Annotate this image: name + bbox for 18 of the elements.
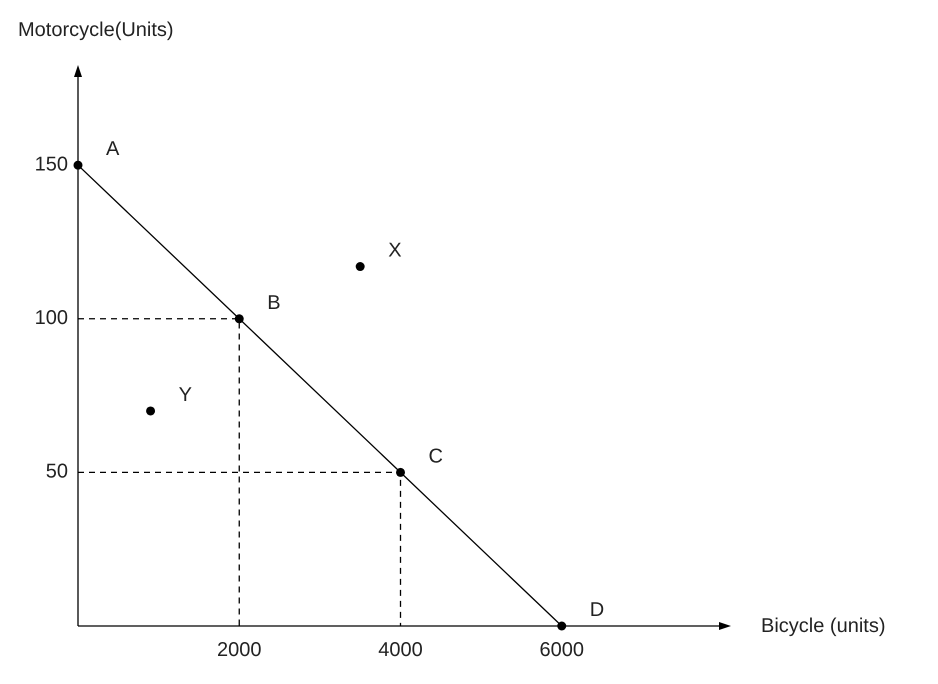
point (74, 160, 82, 170)
x-axis-title: Bicycle (units) (761, 615, 886, 637)
annotation: Y (178, 384, 192, 406)
y-tick-label: 100 (34, 307, 68, 330)
point (146, 406, 156, 416)
x-tick-label: 4000 (378, 639, 423, 661)
x-tick-label: 2000 (217, 639, 262, 661)
annotation: B (267, 292, 281, 314)
point (356, 262, 365, 272)
annotation: D (590, 599, 604, 621)
y-axis-title: Motorcycle(Units) (18, 19, 174, 41)
annotation: C (428, 445, 443, 468)
annotation: A (106, 138, 120, 160)
y-tick-label: 150 (34, 153, 68, 176)
annotation: X (388, 240, 402, 262)
x-tick-label: 6000 (540, 639, 584, 661)
y-tick-label: 50 (46, 460, 68, 483)
point (557, 622, 566, 630)
